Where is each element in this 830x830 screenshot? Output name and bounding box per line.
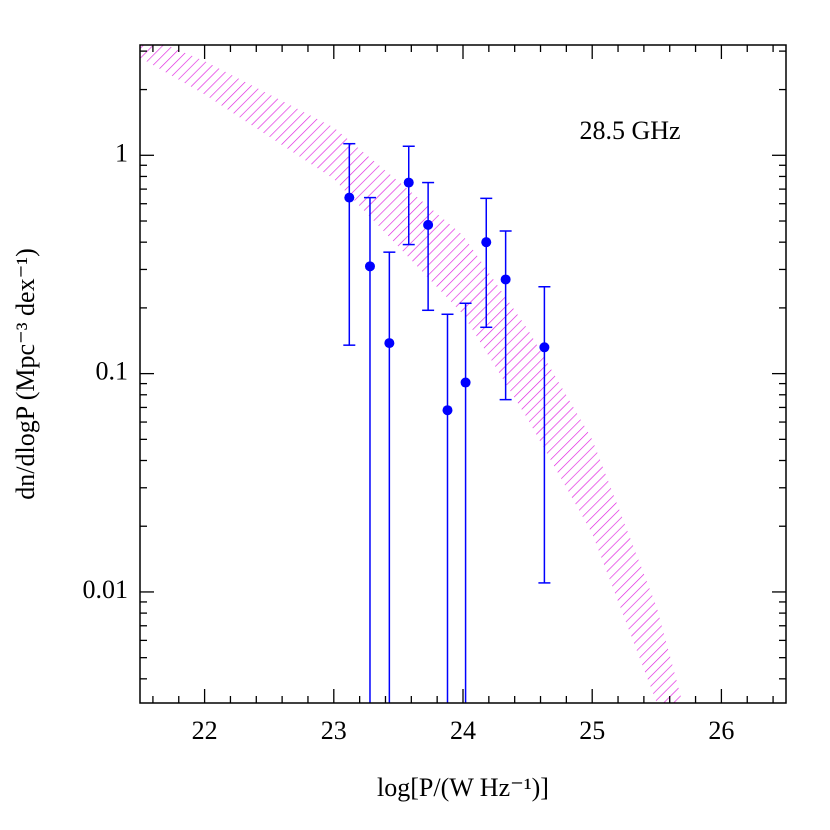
annotation: 28.5 GHz [579, 116, 680, 145]
y-tick-label: 0.1 [96, 357, 129, 386]
y-tick-label: 0.01 [83, 575, 129, 604]
x-tick-label: 25 [579, 716, 605, 745]
x-tick-label: 22 [192, 716, 218, 745]
data-point [344, 192, 355, 203]
data-point [423, 219, 434, 230]
data-point [403, 177, 414, 188]
data-point [539, 342, 550, 353]
data-point [481, 237, 492, 248]
data-point [500, 274, 511, 285]
x-tick-label: 24 [450, 716, 476, 745]
y-tick-label: 1 [115, 138, 128, 167]
data-point [364, 261, 375, 272]
y-axis-label: dn/dlogP (Mpc⁻³ dex⁻¹) [11, 248, 40, 500]
x-axis-label: log[P/(W Hz⁻¹)] [377, 773, 549, 802]
x-tick-label: 23 [321, 716, 347, 745]
data-point [460, 377, 471, 388]
plot-frame [139, 44, 787, 704]
x-tick-label: 26 [708, 716, 734, 745]
plot-area [140, 45, 683, 703]
data-point [442, 405, 453, 416]
data-point [384, 338, 395, 349]
